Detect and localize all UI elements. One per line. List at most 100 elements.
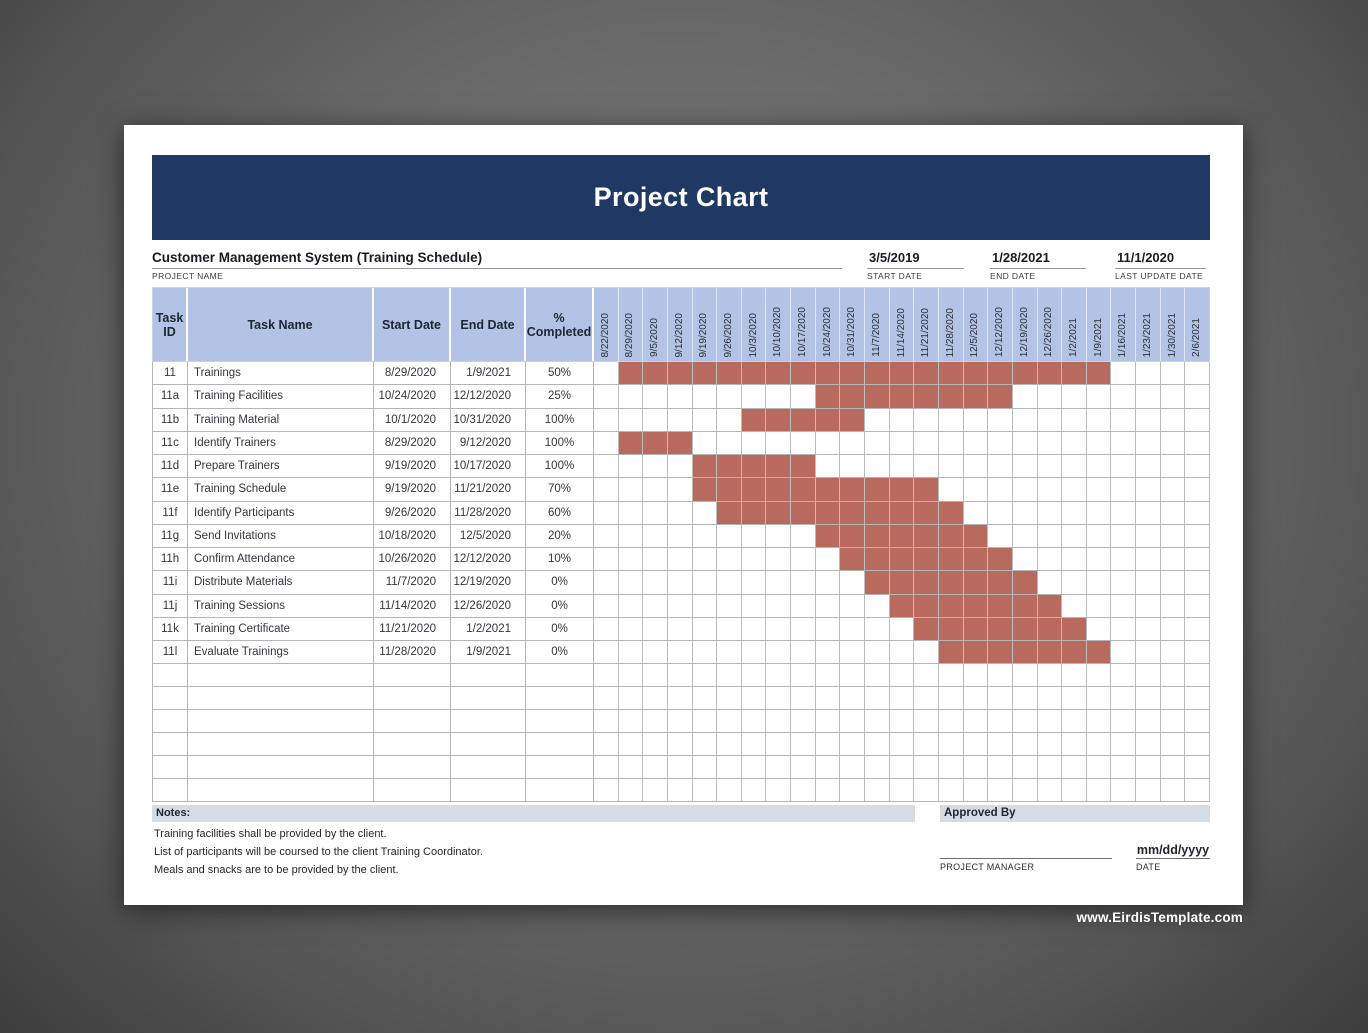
gantt-empty-cell: [741, 524, 767, 547]
gantt-row-strip: [594, 756, 1211, 779]
gantt-empty-cell: [667, 548, 693, 571]
gantt-empty-cell: [791, 756, 816, 779]
start-date-cell: 10/1/2020: [374, 408, 451, 431]
gantt-empty-cell: [766, 710, 792, 733]
gantt-bar-cell: [914, 362, 939, 385]
gantt-empty-cell: [1086, 756, 1112, 779]
gantt-empty-cell: [1111, 664, 1137, 687]
gantt-empty-cell: [618, 408, 644, 431]
task-row: 11i Distribute Materials 11/7/2020 12/19/20…: [152, 571, 1211, 595]
gantt-bar-cell: [840, 501, 866, 524]
gantt-bar-cell: [889, 362, 915, 385]
gantt-empty-cell: [840, 687, 866, 710]
gantt-empty-cell: [594, 687, 619, 710]
gantt-empty-cell: [1012, 756, 1038, 779]
gantt-empty-cell: [1012, 524, 1038, 547]
task-id-cell: [153, 756, 188, 779]
gantt-row-strip: [594, 362, 1211, 385]
gantt-empty-cell: [643, 641, 668, 664]
gantt-empty-cell: [1062, 548, 1087, 571]
gantt-empty-cell: [865, 687, 890, 710]
gantt-bar-cell: [938, 594, 964, 617]
task-id-cell: 11i: [153, 571, 188, 594]
note-line: List of participants will be coursed to …: [154, 846, 483, 858]
week-label: 8/29/2020: [624, 312, 636, 358]
week-column-header: 11/21/2020: [914, 288, 939, 361]
gantt-empty-cell: [618, 455, 644, 478]
empty-row: [152, 687, 1211, 711]
date-format-placeholder: mm/dd/yyyy: [1136, 843, 1210, 857]
gantt-empty-cell: [815, 594, 841, 617]
gantt-bar-cell: [717, 455, 742, 478]
gantt-empty-cell: [1037, 779, 1063, 802]
gantt-empty-cell: [594, 385, 619, 408]
gantt-bar-cell: [1037, 362, 1063, 385]
gantt-empty-cell: [1160, 362, 1186, 385]
gantt-empty-cell: [766, 524, 792, 547]
gantt-empty-cell: [1086, 617, 1112, 640]
gantt-bar-cell: [988, 617, 1013, 640]
gantt-bar-cell: [692, 362, 718, 385]
gantt-empty-cell: [1111, 756, 1137, 779]
gantt-empty-cell: [1185, 571, 1211, 594]
watermark-link[interactable]: www.EirdisTemplate.com: [1076, 910, 1243, 925]
gantt-empty-cell: [1160, 571, 1186, 594]
gantt-empty-cell: [1111, 617, 1137, 640]
gantt-empty-cell: [692, 524, 718, 547]
gantt-empty-cell: [963, 501, 989, 524]
gantt-bar-cell: [1062, 617, 1087, 640]
gantt-empty-cell: [840, 756, 866, 779]
start-date-cell: [374, 664, 451, 687]
gantt-bar-cell: [618, 431, 644, 454]
gantt-empty-cell: [741, 687, 767, 710]
pct-cell: 20%: [526, 524, 594, 547]
gantt-bar-cell: [988, 385, 1013, 408]
gantt-bar-cell: [865, 548, 890, 571]
end-date-cell: 1/2/2021: [451, 617, 526, 640]
gantt-bar-cell: [963, 548, 989, 571]
gantt-row-strip: [594, 733, 1211, 756]
pct-cell: 25%: [526, 385, 594, 408]
task-name-cell: Training Sessions: [188, 594, 374, 617]
week-label: 9/5/2020: [649, 318, 661, 357]
pct-cell: [526, 687, 594, 710]
gantt-empty-cell: [717, 548, 742, 571]
gantt-empty-cell: [741, 641, 767, 664]
gantt-empty-cell: [741, 431, 767, 454]
week-column-header: 1/2/2021: [1062, 288, 1087, 361]
gantt-empty-cell: [791, 617, 816, 640]
gantt-bar-cell: [791, 408, 816, 431]
gantt-empty-cell: [667, 733, 693, 756]
note-line: Meals and snacks are to be provided by t…: [154, 864, 399, 876]
gantt-empty-cell: [766, 385, 792, 408]
gantt-empty-cell: [938, 710, 964, 733]
pct-cell: 100%: [526, 455, 594, 478]
gantt-empty-cell: [815, 664, 841, 687]
gantt-empty-cell: [594, 779, 619, 802]
gantt-empty-cell: [766, 756, 792, 779]
gantt-empty-cell: [594, 362, 619, 385]
gantt-bar-cell: [963, 617, 989, 640]
gantt-empty-cell: [1037, 756, 1063, 779]
gantt-empty-cell: [643, 408, 668, 431]
gantt-empty-cell: [1012, 664, 1038, 687]
task-row: 11j Training Sessions 11/14/2020 12/26/2020…: [152, 594, 1211, 618]
approved-by-header: Approved By: [940, 805, 1210, 822]
gantt-empty-cell: [1062, 733, 1087, 756]
pct-cell: [526, 779, 594, 802]
end-date-cell: 12/12/2020: [451, 548, 526, 571]
gantt-empty-cell: [594, 664, 619, 687]
gantt-bar-cell: [791, 478, 816, 501]
gantt-empty-cell: [1185, 664, 1211, 687]
task-row: 11b Training Material 10/1/2020 10/31/2020 1…: [152, 408, 1211, 432]
gantt-row-strip: [594, 779, 1211, 802]
gantt-empty-cell: [741, 571, 767, 594]
gantt-empty-cell: [1086, 408, 1112, 431]
gantt-empty-cell: [667, 617, 693, 640]
task-name-cell: Training Schedule: [188, 478, 374, 501]
week-column-header: 2/6/2021: [1185, 288, 1209, 361]
gantt-empty-cell: [766, 733, 792, 756]
gantt-bar-cell: [1062, 362, 1087, 385]
gantt-empty-cell: [741, 664, 767, 687]
gantt-bar-cell: [988, 594, 1013, 617]
